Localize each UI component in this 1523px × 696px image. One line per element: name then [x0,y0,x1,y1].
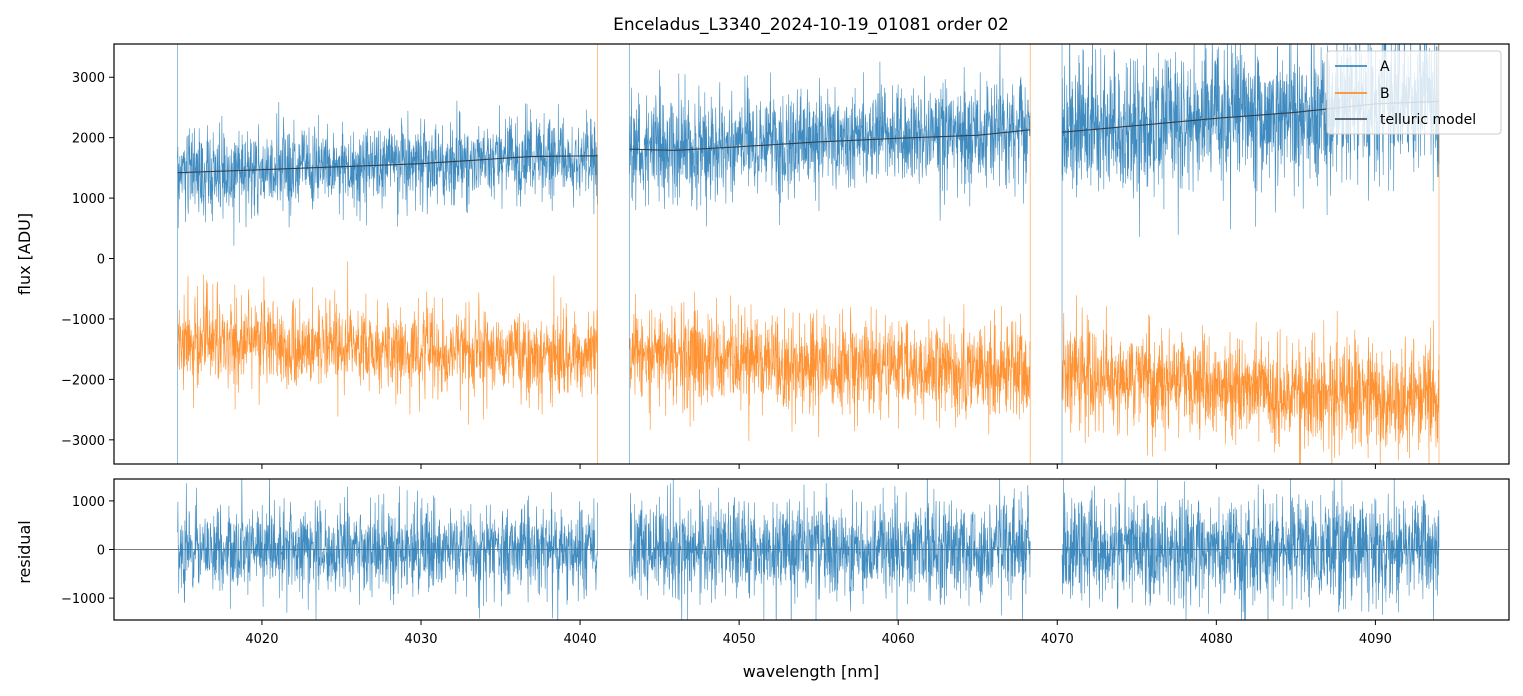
residual-segment-0 [177,479,598,620]
spectrum-x-ticks [261,464,1376,469]
x-tick-label: 4080 [1200,632,1233,647]
series-b-segment-2 [1061,295,1440,464]
legend-label-b: B [1380,86,1390,102]
x-tick-label: 4050 [723,632,756,647]
spectrum-y-ticks: −3000 −2000 −1000 0 1000 2000 3000 [61,71,114,449]
series-a-segment-0 [177,100,598,246]
x-tick-label: 4090 [1359,632,1392,647]
spectrum-frame [113,43,1510,465]
x-tick-label: 4070 [1041,632,1074,647]
series-b-segment-1 [629,292,1031,442]
y-tick-label: −1000 [61,592,105,607]
residual-segment-2 [1061,479,1440,620]
spectrum-data [177,44,1440,464]
series-a-segment-2 [1061,44,1440,237]
y-tick-label: −3000 [61,434,105,449]
x-tick-label: 4020 [245,632,278,647]
y-tick-label: 3000 [72,71,105,86]
series-a-segment-1 [629,44,1031,227]
residual-y-axis-title: residual [15,520,34,583]
y-tick-label: 1000 [72,495,105,510]
spectrum-y-axis-title: flux [ADU] [15,213,34,295]
residual-x-ticks: 4020 4030 4040 4050 4060 4070 4080 4090 [245,620,1392,647]
y-tick-label: 0 [97,544,105,559]
y-tick-label: −1000 [61,313,105,328]
telluric-model-segment-1 [629,129,1031,151]
y-tick-label: −2000 [61,373,105,388]
legend-box [1326,50,1502,135]
x-tick-label: 4030 [404,632,437,647]
residual-segment-1 [629,479,1031,620]
legend-label-a: A [1380,59,1390,75]
y-tick-label: 1000 [72,192,105,207]
x-axis-title: wavelength [nm] [743,662,880,681]
x-tick-label: 4040 [564,632,597,647]
series-b-segment-0 [177,261,598,425]
residual-y-ticks: −1000 0 1000 [61,495,114,607]
x-tick-label: 4060 [882,632,915,647]
y-tick-label: 0 [97,253,105,268]
legend-label-telluric: telluric model [1380,112,1476,128]
y-tick-label: 2000 [72,132,105,147]
telluric-model-segment-0 [177,155,598,174]
residual-data [114,479,1509,620]
chart-title: Enceladus_L3340_2024-10-19_01081 order 0… [613,15,1009,35]
legend: A B telluric model [1326,50,1502,135]
